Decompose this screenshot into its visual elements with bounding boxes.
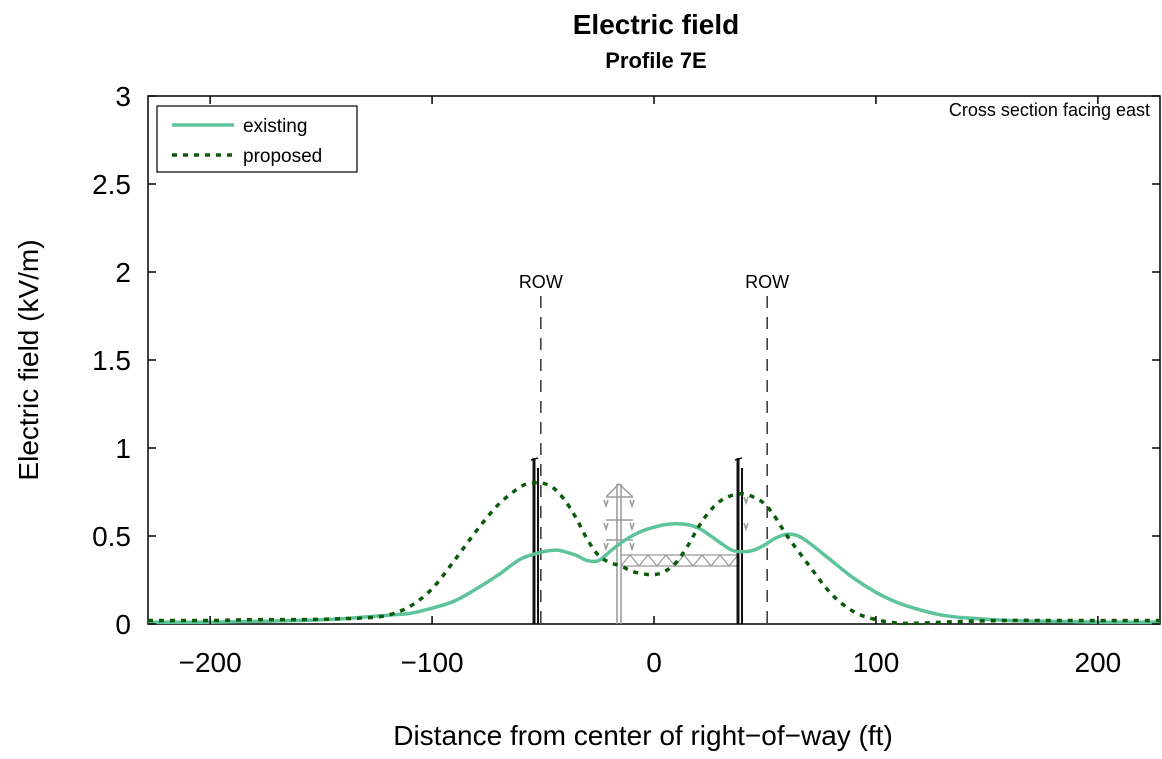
tower-structures <box>530 457 749 624</box>
x-tick-label: 200 <box>1075 647 1122 678</box>
chart-title: Electric field <box>573 9 740 40</box>
y-tick-label: 2.5 <box>92 169 131 200</box>
legend: existing proposed <box>156 105 358 173</box>
left-pole <box>530 457 539 624</box>
y-tick-label: 1 <box>115 433 131 464</box>
lattice-tower <box>603 483 635 624</box>
cross-section-annotation: Cross section facing east <box>949 100 1150 120</box>
x-tick-label: 0 <box>646 647 662 678</box>
series-line-proposed <box>147 480 1160 626</box>
legend-box <box>156 105 358 173</box>
y-tick-label: 0 <box>115 609 131 640</box>
y-tick-label: 1.5 <box>92 345 131 376</box>
row-markers: ROW ROW <box>519 272 789 624</box>
legend-label-proposed: proposed <box>243 146 322 167</box>
truss-structure <box>620 554 739 567</box>
series-line-existing <box>147 521 1161 625</box>
y-tick-label: 3 <box>115 81 131 112</box>
y-tick-label: 2 <box>115 257 131 288</box>
y-axis-label: Electric field (kV/m) <box>13 239 44 480</box>
x-tick-label: −100 <box>401 647 464 678</box>
chart-subtitle: Profile 7E <box>605 48 706 73</box>
row-label: ROW <box>519 272 563 292</box>
legend-label-existing: existing <box>243 116 307 137</box>
x-tick-label: 100 <box>853 647 900 678</box>
y-tick-label: 0.5 <box>92 521 131 552</box>
plot-frame <box>147 95 1161 625</box>
plot-area <box>147 95 1161 625</box>
x-axis-label: Distance from center of right−of−way (ft… <box>393 720 893 751</box>
y-axis: 0 0.5 1 1.5 2 2.5 3 <box>92 81 1160 640</box>
series-lines <box>147 480 1161 626</box>
x-axis: −200 −100 0 100 200 <box>179 96 1122 678</box>
row-label: ROW <box>745 272 789 292</box>
x-tick-label: −200 <box>179 647 242 678</box>
right-pole <box>734 457 749 624</box>
